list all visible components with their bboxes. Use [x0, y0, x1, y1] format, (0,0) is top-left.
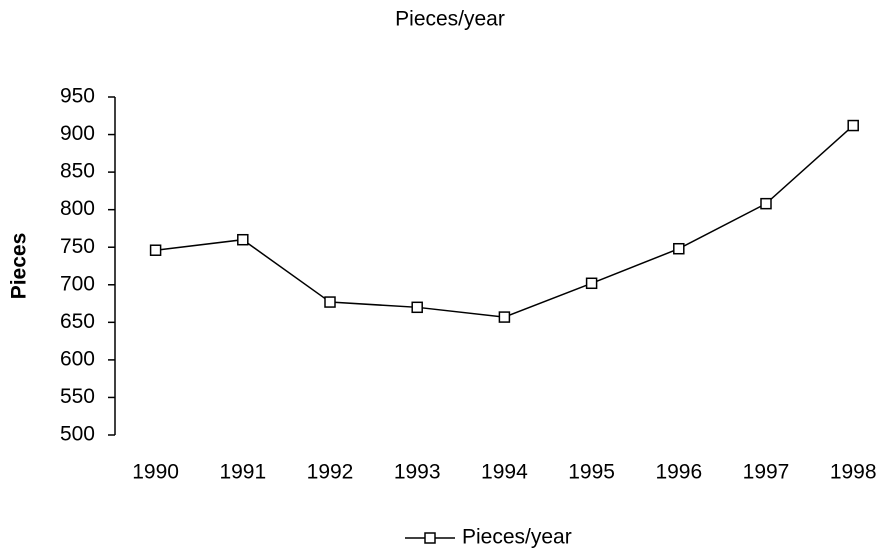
y-tick-label: 550: [60, 385, 95, 408]
data-point: [585, 277, 598, 290]
legend-marker: [424, 532, 436, 544]
x-tick-label: 1993: [394, 461, 441, 484]
y-axis-label: Pieces: [8, 233, 31, 300]
data-point: [411, 301, 423, 314]
y-tick-label: 800: [60, 197, 95, 220]
chart-title: Pieces/year: [395, 8, 505, 31]
x-tick-label: 1998: [830, 461, 877, 484]
x-tick-label: 1990: [132, 461, 179, 484]
y-tick-label: 600: [60, 347, 95, 370]
data-point: [324, 296, 336, 308]
y-tick-label: 900: [60, 122, 95, 145]
x-tick-label: 1996: [655, 461, 702, 484]
data-point: [149, 244, 162, 256]
x-tick-label: 1995: [568, 461, 615, 484]
y-tick-label: 650: [60, 310, 95, 333]
y-tick-label: 850: [60, 160, 95, 183]
x-tick-label: 1992: [307, 461, 354, 484]
y-tick-label: 500: [60, 423, 95, 446]
x-tick-label: 1991: [219, 461, 266, 484]
x-tick-label: 1994: [481, 461, 528, 484]
x-tick-label: 1997: [743, 461, 790, 484]
y-tick-label: 750: [60, 235, 95, 258]
data-point: [237, 233, 249, 246]
data-point: [498, 311, 511, 323]
data-point: [760, 197, 772, 210]
data-point: [673, 242, 685, 255]
data-point: [847, 119, 859, 132]
legend-label: Pieces/year: [462, 526, 572, 549]
series-line: [155, 124, 854, 318]
y-tick-label: 700: [60, 272, 95, 295]
y-tick-label: 950: [60, 85, 95, 108]
